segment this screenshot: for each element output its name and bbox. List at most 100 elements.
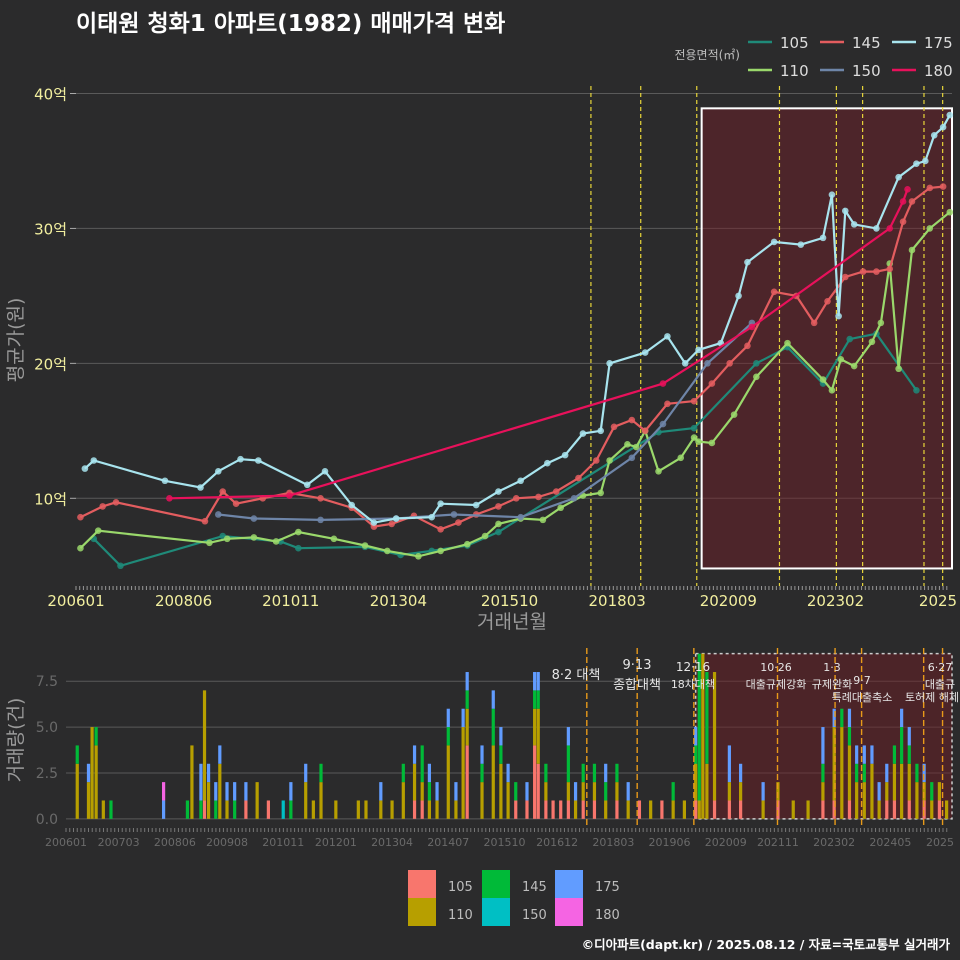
bar-segment-145 (465, 690, 469, 709)
data-point-175 (797, 241, 805, 248)
bar-segment-145 (514, 782, 518, 801)
data-point-110 (753, 373, 760, 381)
bar-segment-110 (536, 708, 540, 764)
data-point-175 (641, 349, 649, 356)
bar-segment-145 (840, 708, 844, 728)
bar-segment-110 (446, 745, 450, 819)
bar-segment-175 (218, 745, 222, 764)
data-point-175 (237, 455, 244, 463)
data-point-110 (606, 457, 613, 464)
data-point-145 (512, 494, 520, 502)
data-point-150 (659, 420, 667, 428)
y-axis-title: 거래량(건) (5, 698, 27, 783)
legend-label-105: 105 (780, 34, 809, 52)
y-tick-label: 5.0 (36, 720, 58, 736)
bar-segment-145 (615, 763, 619, 783)
bar-segment-175 (727, 745, 731, 783)
x-tick-label: 200601 (47, 592, 104, 610)
bar-segment-110 (206, 782, 211, 819)
legend-label-110: 110 (780, 62, 809, 80)
data-point-145 (664, 400, 671, 408)
bar-segment-145 (289, 800, 293, 819)
data-point-175 (850, 221, 858, 228)
data-point-150 (214, 511, 222, 518)
bar-segment-105 (885, 800, 889, 819)
bar-segment-105 (536, 763, 540, 819)
bar-segment-145 (319, 763, 323, 783)
data-point-145 (886, 265, 894, 273)
bar-segment-175 (533, 672, 537, 691)
y-tick-label: 30억 (34, 220, 67, 238)
data-point-145 (641, 427, 649, 435)
data-point-105 (295, 544, 302, 552)
data-point-145 (317, 494, 324, 502)
x-tick-label: 200703 (98, 836, 140, 849)
bar-segment-175 (454, 782, 458, 801)
data-point-145 (899, 218, 907, 225)
y-tick-label: 7.5 (36, 674, 58, 690)
x-tick-label: 201407 (427, 836, 469, 849)
bar-segment-105 (660, 800, 664, 819)
bar-segment-175 (465, 672, 469, 691)
x-tick-label: 2025 (926, 836, 954, 849)
bar-segment-145 (499, 745, 503, 764)
x-tick-label: 202302 (807, 592, 864, 610)
bar-segment-110 (101, 800, 105, 819)
bar-segment-110 (566, 782, 570, 801)
x-tick-label: 2025 (919, 592, 957, 610)
bar-segment-110 (454, 800, 458, 819)
bar-segment-145 (480, 763, 484, 783)
data-point-110 (828, 387, 836, 394)
bar-segment-105 (821, 800, 825, 819)
bar-segment-110 (847, 745, 852, 801)
bar-segment-105 (525, 800, 529, 819)
bar-segment-145 (892, 745, 897, 764)
data-point-145 (939, 183, 947, 190)
data-point-110 (464, 540, 471, 548)
data-point-175 (321, 468, 329, 475)
bar-segment-175 (900, 708, 904, 728)
data-point-110 (223, 535, 231, 543)
data-point-175 (437, 500, 444, 507)
legend-swatch-175 (555, 870, 583, 898)
x-tick-label: 200908 (206, 836, 248, 849)
data-point-145 (455, 519, 462, 526)
bar-segment-145 (855, 763, 859, 783)
bar-segment-145 (533, 690, 537, 709)
bar-segment-110 (937, 782, 942, 801)
data-point-110 (597, 489, 605, 497)
bar-segment-110 (506, 782, 510, 819)
bar-segment-105 (266, 800, 270, 819)
data-point-110 (784, 339, 791, 347)
policy-label: 대출규제강화 (746, 678, 807, 691)
x-tick-label: 201201 (315, 836, 357, 849)
legend-title: 전용면적(㎡) (674, 48, 740, 62)
data-point-145 (552, 488, 560, 495)
bar-segment-110 (712, 672, 717, 801)
bar-segment-110 (701, 653, 705, 819)
data-point-145 (112, 499, 120, 506)
bar-segment-110 (840, 727, 844, 819)
bar-segment-145 (930, 782, 934, 801)
data-point-180 (904, 185, 911, 193)
data-point-150 (317, 516, 324, 524)
bar-segment-175 (199, 763, 203, 801)
bar-segment-145 (214, 800, 218, 819)
data-point-145 (219, 488, 227, 495)
data-point-175 (370, 519, 378, 526)
bar-segment-175 (435, 782, 439, 801)
data-point-145 (628, 416, 636, 424)
data-point-145 (99, 503, 106, 510)
data-point-145 (495, 503, 502, 510)
y-tick-label: 0.0 (36, 812, 58, 828)
bar-segment-110 (907, 763, 911, 801)
bar-segment-105 (727, 800, 731, 819)
data-point-145 (744, 342, 751, 350)
bar-segment-145 (185, 800, 190, 819)
data-point-175 (930, 132, 938, 139)
bar-segment-175 (761, 782, 765, 801)
data-point-175 (161, 477, 169, 485)
data-point-110 (868, 338, 876, 346)
bar-segment-110 (573, 800, 578, 819)
legend-swatch-105 (408, 870, 436, 898)
